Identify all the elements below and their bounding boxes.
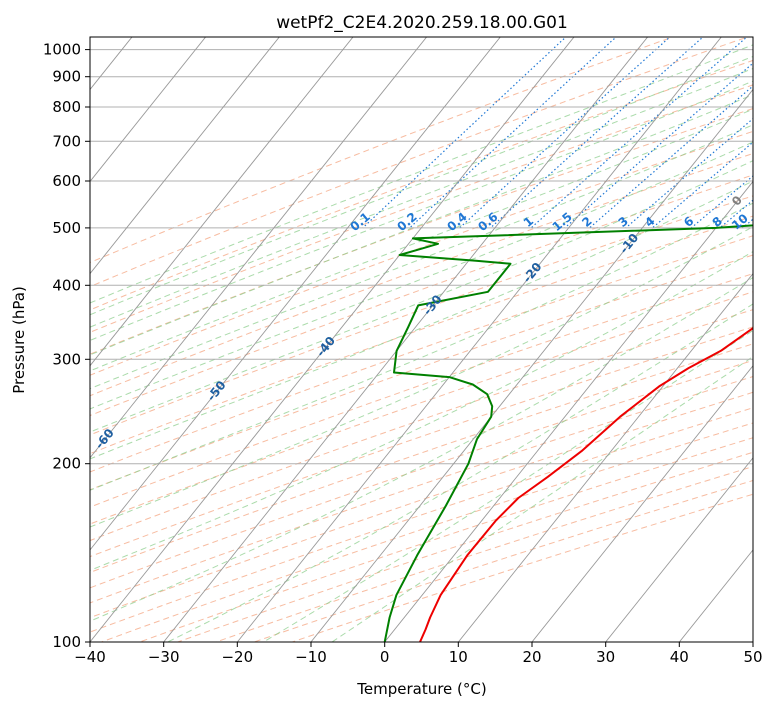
dry-adiabat <box>90 215 753 455</box>
y-tick-label: 700 <box>52 132 81 150</box>
plot-area: 0.10.20.40.611.52346810131620253036-100-… <box>0 25 775 642</box>
temperature-profile <box>419 326 753 642</box>
y-tick-label: 300 <box>52 350 81 368</box>
isotherm-line <box>90 37 354 367</box>
isotherm-label: -70 <box>0 478 2 504</box>
mixing-ratio-label: 1.5 <box>550 210 575 234</box>
x-tick-label: 0 <box>380 648 390 666</box>
y-tick-label: 600 <box>52 172 81 190</box>
isotherm-line <box>236 37 722 642</box>
pressure-gridlines <box>90 49 753 642</box>
isotherm-label: 0 <box>729 193 745 208</box>
moist-adiabat <box>90 55 753 316</box>
chart-title: wetPf2_C2E4.2020.259.18.00.G01 <box>276 13 568 33</box>
y-tick-label: 500 <box>52 219 81 237</box>
x-axis-title: Temperature (°C) <box>356 680 486 698</box>
x-tick-label: −10 <box>295 648 327 666</box>
isotherm-line <box>384 180 753 642</box>
moist-adiabat <box>90 44 753 304</box>
dewpoint-profile <box>383 224 753 642</box>
dry-adiabat <box>90 359 753 589</box>
x-tick-label: 40 <box>670 648 689 666</box>
x-tick-label: −40 <box>74 648 106 666</box>
dry-adiabat <box>90 37 675 264</box>
moist-adiabat <box>90 160 753 433</box>
moist-adiabat <box>90 226 753 528</box>
moist-adiabats <box>90 44 753 642</box>
dry-adiabat <box>90 174 753 417</box>
isotherm-line <box>531 365 753 642</box>
moist-adiabat <box>90 180 753 460</box>
isotherm-line <box>310 88 753 642</box>
x-tick-label: 50 <box>743 648 762 666</box>
dry-adiabat <box>90 84 753 333</box>
dry-adiabat <box>90 59 753 311</box>
x-tick-label: 10 <box>449 648 468 666</box>
isotherm-labels: 0.10.20.40.611.52346810131620253036-100-… <box>0 193 775 504</box>
dry-adiabat <box>100 422 753 642</box>
isotherm-line <box>605 457 753 642</box>
mixing-ratio-lines <box>362 25 775 229</box>
moist-adiabat <box>90 141 753 410</box>
moist-adiabat <box>90 251 753 571</box>
mixing-ratio-label: 0.1 <box>348 210 373 234</box>
x-tick-label: 30 <box>596 648 615 666</box>
moist-adiabat <box>90 80 753 341</box>
isotherm-line <box>90 37 428 459</box>
dry-adiabat <box>90 391 753 619</box>
dry-adiabat <box>176 451 753 642</box>
x-tick-label: 20 <box>522 648 541 666</box>
isotherm-line <box>90 37 501 551</box>
dry-adiabat <box>90 107 753 355</box>
mixing-ratio-label: 13 <box>756 211 775 232</box>
y-tick-label: 200 <box>52 455 81 473</box>
y-tick-label: 1000 <box>43 41 81 59</box>
isotherm-line <box>90 37 280 275</box>
x-tick-label: −30 <box>148 648 180 666</box>
isotherm-line <box>457 272 753 642</box>
dry-adiabat <box>90 273 753 508</box>
mixing-ratio-label: 0.6 <box>475 210 500 234</box>
profiles <box>383 224 753 642</box>
dry-adiabat <box>90 343 753 573</box>
moist-adiabat <box>90 108 753 372</box>
dry-adiabats <box>90 37 753 642</box>
moist-adiabat <box>90 276 753 622</box>
moist-adiabat <box>90 67 753 328</box>
mixing-ratio-line <box>652 141 753 229</box>
moist-adiabat <box>90 202 753 491</box>
mixing-ratio-label: 0.2 <box>394 210 419 234</box>
mixing-ratio-line <box>362 37 567 229</box>
moist-adiabat <box>166 303 753 642</box>
isotherm-label: -30 <box>420 292 445 318</box>
isotherm-line <box>752 641 753 642</box>
y-tick-label: 100 <box>52 633 81 651</box>
dry-adiabat <box>214 466 753 642</box>
moist-adiabat <box>90 94 753 356</box>
y-axis-title: Pressure (hPa) <box>10 286 28 394</box>
isotherm-label: -20 <box>520 260 545 286</box>
isotherm-line <box>90 37 207 183</box>
isotherm-line <box>163 37 649 642</box>
dry-adiabat <box>90 309 753 542</box>
plot-frame <box>89 36 754 643</box>
x-tick-label: −20 <box>221 648 253 666</box>
isotherm-label: -10 <box>617 231 642 257</box>
dry-adiabat <box>90 235 753 473</box>
y-tick-label: 800 <box>52 98 81 116</box>
y-tick-label: 400 <box>52 276 81 294</box>
dry-adiabat <box>90 130 753 376</box>
y-tick-label: 900 <box>52 68 81 86</box>
y-axis: 1000 900 800 700 600 500 400 300 200 100 <box>43 41 90 651</box>
isotherm-label: -40 <box>314 334 339 360</box>
isotherm-line <box>90 37 575 642</box>
x-axis: −40 −30 −20 −10 0 10 20 30 40 50 <box>74 642 763 666</box>
moist-adiabat <box>90 124 753 390</box>
mixing-ratio-line <box>770 25 775 228</box>
moist-adiabat <box>331 355 753 642</box>
